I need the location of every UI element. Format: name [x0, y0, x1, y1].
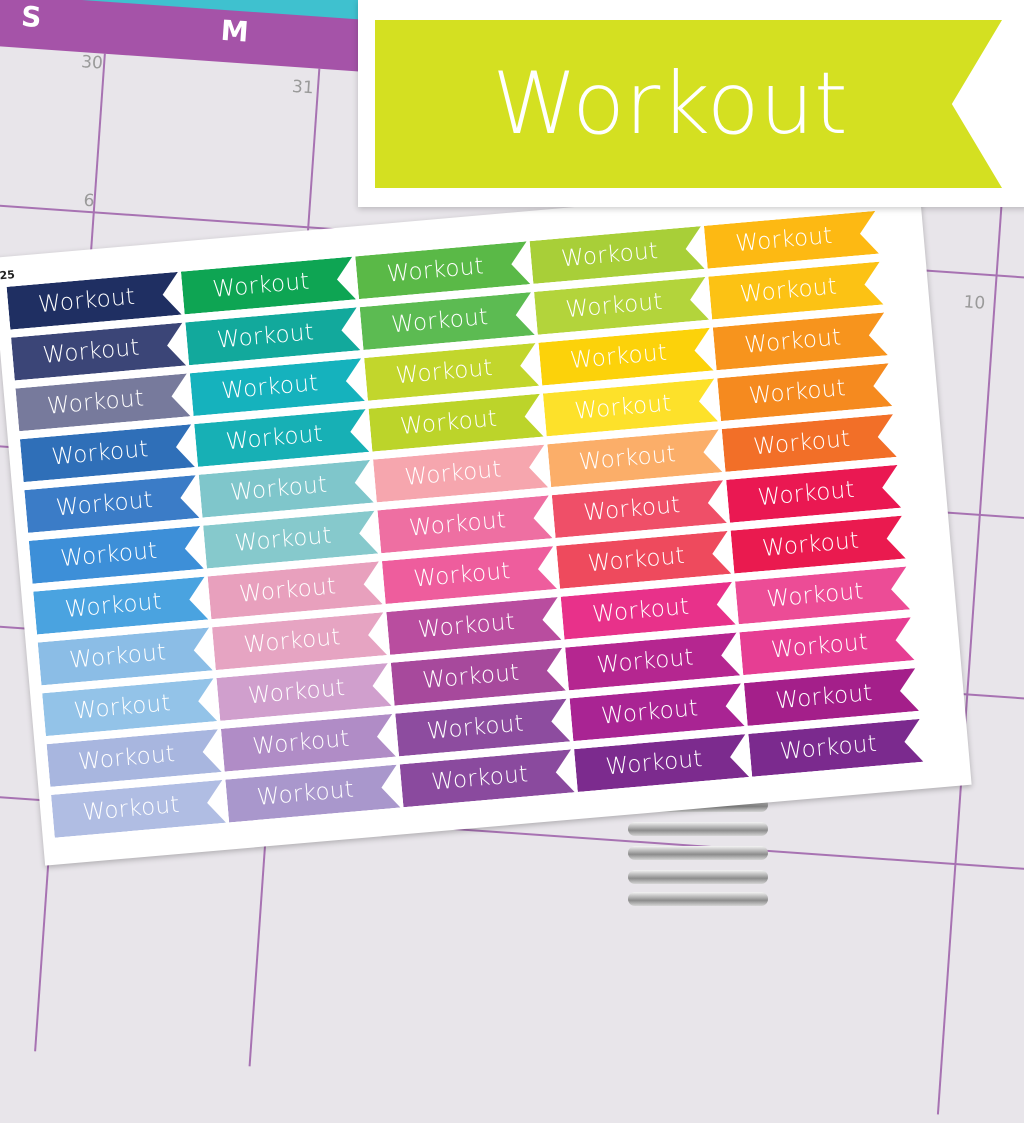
workout-sticker: Workout	[556, 531, 731, 589]
workout-sticker: Workout	[570, 683, 745, 741]
workout-sticker: Workout	[369, 394, 544, 452]
workout-sticker: Workout	[377, 495, 552, 553]
workout-sticker: Workout	[722, 414, 897, 472]
workout-sticker: Workout	[386, 597, 561, 655]
workout-sticker: Workout	[194, 409, 369, 467]
workout-sticker: Workout	[735, 566, 910, 624]
workout-sticker: Workout	[208, 561, 383, 619]
workout-sticker: Workout	[713, 312, 888, 370]
workout-sticker: Workout	[400, 749, 575, 807]
workout-sticker: Workout	[24, 475, 199, 533]
workout-sticker: Workout	[565, 633, 740, 691]
workout-sticker: Workout	[355, 241, 530, 299]
workout-sticker: Workout	[199, 460, 374, 518]
workout-sticker: Workout	[744, 668, 919, 726]
day-header-monday: M	[219, 13, 250, 49]
workout-sticker: Workout	[547, 429, 722, 487]
workout-banner: Workout	[375, 20, 1002, 188]
date-number: 6	[82, 190, 96, 212]
date-number: 30	[80, 52, 104, 74]
workout-sticker: Workout	[29, 526, 204, 584]
workout-sticker: Workout	[33, 577, 208, 635]
workout-sticker: Workout	[7, 272, 182, 330]
banner-preview-card: Workout	[358, 0, 1024, 207]
workout-sticker: Workout	[538, 328, 713, 386]
workout-sticker: Workout	[225, 765, 400, 823]
workout-sticker: Workout	[216, 663, 391, 721]
workout-sticker: Workout	[731, 516, 906, 574]
workout-sticker: Workout	[38, 627, 213, 685]
workout-sticker: Workout	[543, 379, 718, 437]
workout-sticker: Workout	[373, 445, 548, 503]
workout-sticker: Workout	[360, 292, 535, 350]
workout-sticker: Workout	[20, 424, 195, 482]
workout-sticker: Workout	[739, 617, 914, 675]
workout-sticker: Workout	[395, 699, 570, 757]
sticker-sheet: 25 Workout Workout Workout Workout Workout Wo…	[0, 176, 972, 866]
workout-sticker: Workout	[15, 373, 190, 431]
workout-sticker: Workout	[51, 780, 226, 838]
workout-sticker: Workout	[534, 277, 709, 335]
day-header-sunday: S	[20, 0, 43, 35]
workout-sticker: Workout	[561, 582, 736, 640]
workout-sticker: Workout	[190, 358, 365, 416]
workout-sticker: Workout	[203, 511, 378, 569]
workout-sticker: Workout	[552, 480, 727, 538]
workout-sticker: Workout	[717, 363, 892, 421]
workout-sticker: Workout	[181, 257, 356, 315]
workout-sticker: Workout	[185, 307, 360, 365]
workout-sticker: Workout	[11, 323, 186, 381]
workout-sticker: Workout	[708, 262, 883, 320]
workout-sticker: Workout	[391, 648, 566, 706]
workout-sticker: Workout	[704, 211, 879, 269]
workout-sticker: Workout	[574, 734, 749, 792]
workout-sticker: Workout	[364, 343, 539, 401]
banner-label: Workout	[492, 54, 848, 154]
workout-sticker: Workout	[42, 678, 217, 736]
workout-sticker: Workout	[748, 719, 923, 777]
date-number: 31	[291, 76, 315, 99]
workout-sticker: Workout	[47, 729, 222, 787]
date-number: 10	[962, 292, 986, 314]
workout-sticker: Workout	[530, 226, 705, 284]
workout-sticker: Workout	[212, 612, 387, 670]
workout-sticker: Workout	[221, 714, 396, 772]
sheet-number: 25	[0, 268, 16, 283]
workout-sticker: Workout	[382, 546, 557, 604]
workout-sticker: Workout	[726, 465, 901, 523]
